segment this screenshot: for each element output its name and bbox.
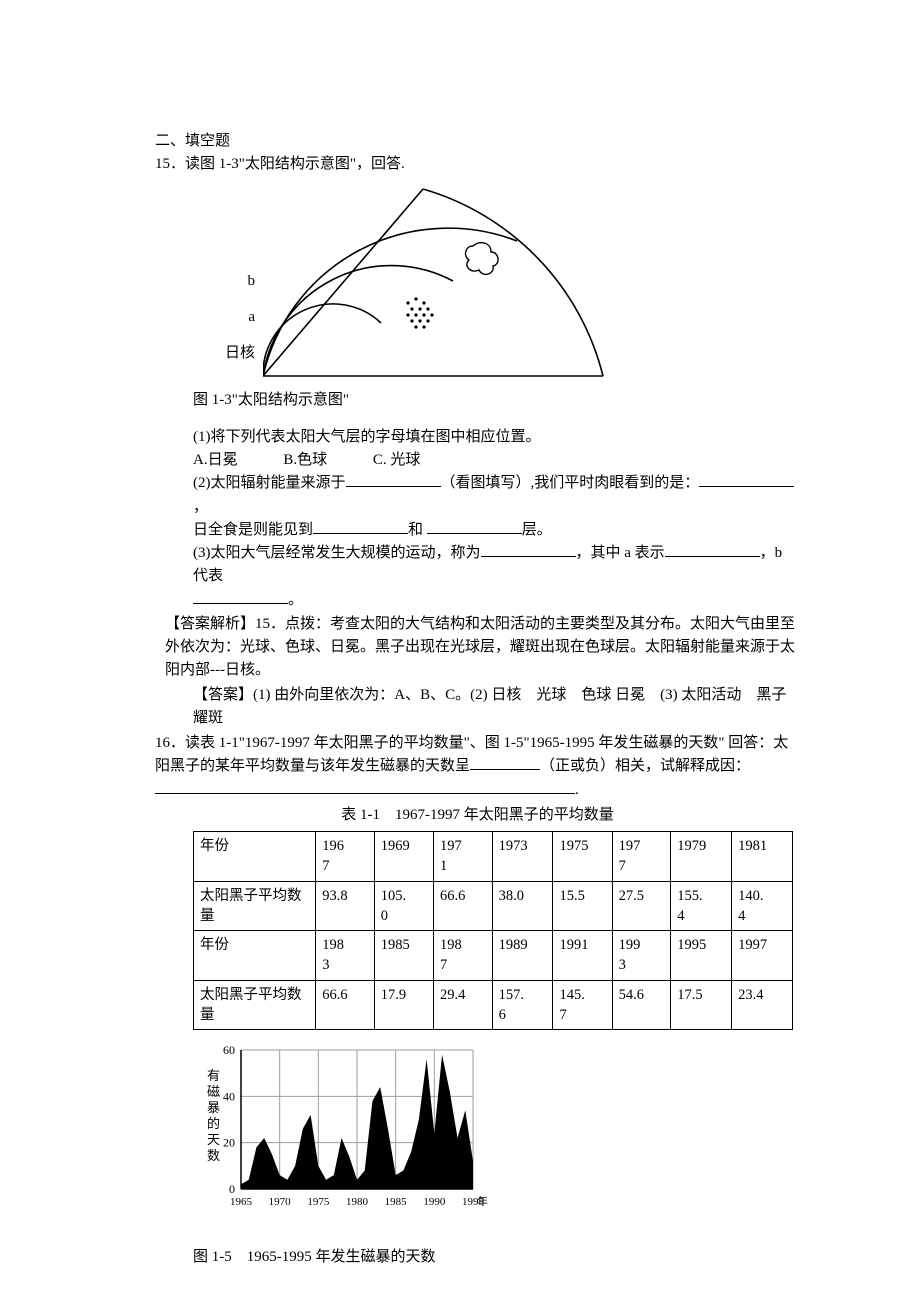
svg-text:磁: 磁	[207, 1084, 220, 1099]
q15-p2-pre: (2)太阳辐射能量来源于	[193, 475, 346, 491]
svg-text:有: 有	[207, 1068, 220, 1083]
q15-number: 15．	[155, 156, 185, 172]
q15-p2: (2)太阳辐射能量来源于 （看图填写）,我们平时肉眼看到的是： ，	[193, 472, 800, 519]
q15-diagram-row: b a 日核	[155, 181, 800, 381]
q16-prompt-end: .	[575, 782, 579, 798]
label-a: a	[155, 299, 255, 335]
blank	[470, 756, 540, 771]
blank	[665, 543, 760, 558]
q15-p2b-pre: 日全食是则能见到	[193, 522, 313, 538]
q15-answer: 【答案】(1) 由外向里依次为：A、B、C。(2) 日核 光球 色球 日冕 (3…	[193, 683, 800, 731]
answer-label: 【答案解析】	[165, 615, 255, 632]
label-b: b	[155, 263, 255, 299]
q16-table-caption: 表 1-1 1967-1997 年太阳黑子的平均数量	[155, 804, 800, 827]
page: 二、填空题 15．读图 1-3"太阳结构示意图"，回答. b a 日核	[0, 0, 920, 1309]
answer-num: 15．	[255, 616, 285, 632]
blank	[427, 519, 522, 534]
q15-p3b: 。	[193, 589, 800, 612]
label-core: 日核	[155, 335, 255, 371]
q15-p3-m1: ，其中 a 表示	[576, 545, 665, 561]
svg-text:1985: 1985	[385, 1196, 408, 1208]
svg-text:1970: 1970	[269, 1196, 292, 1208]
q15-answer-analysis: 【答案解析】15．点拨：考查太阳的大气结构和太阳活动的主要类型及其分布。太阳大气…	[165, 612, 800, 683]
svg-text:20: 20	[223, 1136, 235, 1150]
blank	[193, 589, 288, 604]
blank	[346, 473, 441, 488]
blank	[155, 779, 575, 794]
question-16: 16．读表 1-1"1967-1997 年太阳黑子的平均数量"、图 1-5"19…	[155, 732, 800, 1269]
answer2-label: 【答案】	[193, 686, 253, 703]
svg-text:1965: 1965	[230, 1196, 253, 1208]
q15-p2-tail: ，	[193, 499, 208, 515]
sun-structure-diagram	[263, 181, 613, 381]
answer2-text: (1) 由外向里依次为：A、B、C。(2) 日核 光球 色球 日冕 (3) 太阳…	[193, 687, 786, 726]
q16-figure-caption: 图 1-5 1965-1995 年发生磁暴的天数	[193, 1246, 800, 1269]
question-15: 15．读图 1-3"太阳结构示意图"，回答. b a 日核	[155, 153, 800, 730]
q15-p2b-and: 和	[408, 522, 423, 538]
svg-text:年: 年	[477, 1194, 488, 1208]
sunspot-table: 年份19671969 19711973 1975 19771979 1981 太…	[193, 831, 793, 1030]
svg-text:1975: 1975	[307, 1196, 330, 1208]
q15-opt-a: A.日冕	[193, 449, 238, 472]
q15-p3-end: 。	[288, 592, 303, 608]
q16-prompt-mid: （正或负）相关，试解释成因：	[540, 758, 750, 774]
svg-text:1990: 1990	[423, 1196, 446, 1208]
svg-text:1980: 1980	[346, 1196, 369, 1208]
svg-text:数: 数	[207, 1148, 220, 1163]
section-title: 二、填空题	[155, 130, 800, 153]
svg-text:暴: 暴	[207, 1100, 220, 1115]
q16-number: 16．	[155, 735, 185, 751]
svg-text:天: 天	[207, 1132, 220, 1147]
blank	[699, 473, 794, 488]
svg-text:60: 60	[223, 1043, 235, 1057]
svg-text:0: 0	[229, 1182, 235, 1196]
magnetic-storm-chart: 02040601965197019751980198519901995年有磁暴的…	[193, 1042, 493, 1227]
q15-p1: (1)将下列代表太阳大气层的字母填在图中相应位置。	[193, 426, 800, 449]
svg-text:的: 的	[207, 1116, 220, 1131]
q15-options: A.日冕 B.色球 C. 光球	[193, 449, 800, 472]
q15-figure-caption: 图 1-3"太阳结构示意图"	[193, 389, 800, 412]
q15-opt-b: B.色球	[283, 449, 327, 472]
q15-p2b: 日全食是则能见到 和 层。	[193, 519, 800, 542]
sunspot-dots-icon	[406, 297, 433, 328]
blank	[481, 543, 576, 558]
q15-prompt: 读图 1-3"太阳结构示意图"，回答.	[185, 156, 405, 172]
q15-opt-c: C. 光球	[373, 449, 421, 472]
q15-diagram-labels: b a 日核	[155, 263, 263, 381]
q15-p3-pre: (3)太阳大气层经常发生大规模的运动，称为	[193, 545, 481, 561]
q15-p2-mid: （看图填写）,我们平时肉眼看到的是：	[441, 475, 700, 491]
q15-p3: (3)太阳大气层经常发生大规模的运动，称为，其中 a 表示，b 代表	[193, 542, 800, 589]
blank	[313, 519, 408, 534]
flare-icon	[466, 242, 499, 274]
q15-p2b-tail: 层。	[522, 522, 552, 538]
svg-text:40: 40	[223, 1090, 235, 1104]
